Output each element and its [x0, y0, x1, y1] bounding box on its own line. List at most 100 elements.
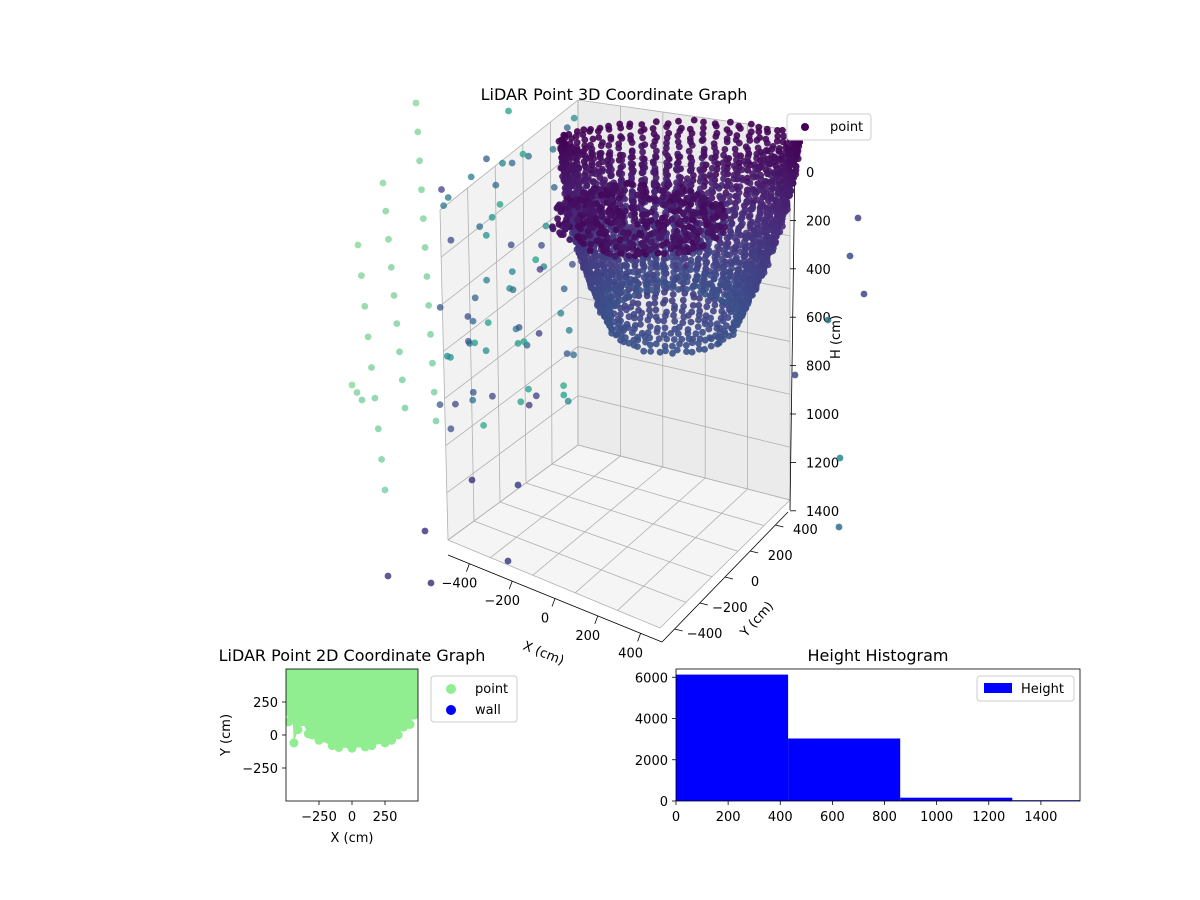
- x-tick-label: −400: [442, 577, 478, 592]
- point-3d: [639, 260, 647, 268]
- point-3d: [622, 275, 629, 283]
- point-3d: [563, 350, 571, 357]
- x-tick-label-hist: 0: [672, 810, 680, 825]
- point-3d: [427, 579, 435, 587]
- point-3d: [669, 233, 677, 240]
- point-3d: [650, 168, 657, 176]
- y-tick-label: −200: [712, 601, 748, 616]
- point-3d: [739, 220, 746, 228]
- point-3d: [535, 330, 543, 337]
- point-3d: [447, 353, 454, 361]
- point-3d: [583, 155, 590, 163]
- point-3d: [617, 336, 624, 344]
- point-3d: [387, 264, 395, 271]
- point-3d: [659, 187, 667, 195]
- point-3d: [651, 188, 658, 196]
- point-3d: [717, 194, 725, 202]
- point-3d: [619, 162, 627, 170]
- x-tick-label-2d: 0: [348, 810, 356, 825]
- point-3d: [846, 252, 854, 260]
- point-3d: [757, 202, 765, 210]
- point-3d: [440, 202, 447, 210]
- point-3d: [658, 214, 666, 222]
- point-2d: [405, 719, 415, 729]
- point-3d: [737, 281, 745, 288]
- point-3d: [625, 292, 633, 300]
- point-3d: [676, 263, 684, 271]
- point-3d: [630, 336, 638, 344]
- x-tick-label-2d: 250: [373, 810, 398, 825]
- point-3d: [625, 252, 633, 259]
- point-3d: [464, 313, 472, 320]
- point-3d: [573, 139, 581, 146]
- point-3d: [640, 347, 648, 355]
- z-tick-label: 600: [806, 311, 831, 326]
- point-3d: [656, 348, 664, 356]
- point-3d: [762, 259, 770, 267]
- point-3d: [393, 320, 401, 327]
- point-3d: [508, 159, 516, 167]
- histogram-bar-1: [788, 738, 901, 801]
- point-3d: [705, 297, 712, 305]
- point-3d: [677, 277, 684, 285]
- point-3d: [514, 481, 522, 489]
- point-3d: [755, 213, 763, 221]
- point-3d: [390, 292, 398, 299]
- point-3d: [634, 221, 641, 228]
- point-3d: [731, 145, 739, 153]
- plot-3d: 0200400600800100012001400−400−2000200400…: [348, 85, 872, 669]
- point-3d: [733, 313, 741, 321]
- point-3d: [476, 223, 484, 231]
- point-3d: [586, 216, 594, 224]
- z-axis-label-3d: H (cm): [829, 315, 844, 359]
- grid-line-horizontal: [439, 99, 791, 211]
- point-3d: [525, 401, 533, 409]
- point-edge-markers-2d: [286, 706, 418, 753]
- point-3d: [716, 264, 723, 272]
- point-3d: [677, 217, 684, 225]
- point-3d: [766, 171, 774, 178]
- point-3d: [427, 330, 434, 338]
- point-3d: [670, 336, 678, 343]
- point-3d: [654, 219, 662, 227]
- z-axis-line: [789, 154, 796, 511]
- point-3d: [412, 99, 420, 107]
- grid-line-left-v: [494, 165, 501, 503]
- point-3d: [669, 202, 677, 210]
- point-3d: [749, 205, 756, 213]
- point-3d: [588, 145, 596, 153]
- point-3d: [711, 158, 718, 166]
- point-3d: [416, 157, 423, 165]
- point-3d: [698, 277, 706, 285]
- point-3d: [566, 236, 574, 244]
- point-3d: [672, 194, 679, 202]
- legend-marker-point-3d: [801, 123, 809, 131]
- x-tick-label-hist: 1400: [1024, 810, 1057, 825]
- point-3d: [730, 212, 738, 219]
- point-3d: [702, 285, 710, 292]
- point-3d: [574, 233, 581, 241]
- point-3d: [663, 134, 671, 142]
- point-3d: [736, 241, 744, 249]
- point-2d: [413, 709, 418, 719]
- point-3d: [651, 299, 659, 307]
- point-3d: [757, 164, 764, 171]
- point-3d: [368, 364, 375, 371]
- point-3d: [469, 317, 477, 325]
- point-3d: [701, 214, 709, 222]
- point-3d: [597, 191, 605, 199]
- point-3d: [598, 213, 606, 220]
- point-3d: [469, 396, 477, 404]
- point-3d: [640, 240, 647, 247]
- point-3d: [653, 147, 660, 155]
- point-3d: [708, 202, 716, 210]
- point-3d: [606, 211, 614, 219]
- point-3d: [598, 223, 605, 231]
- point-3d: [693, 237, 701, 245]
- point-3d: [679, 296, 687, 304]
- point-3d: [582, 164, 590, 171]
- point-2d: [367, 741, 377, 751]
- point-3d: [690, 116, 698, 124]
- point-3d: [720, 164, 728, 172]
- legend-label-point-2d: point: [475, 682, 508, 697]
